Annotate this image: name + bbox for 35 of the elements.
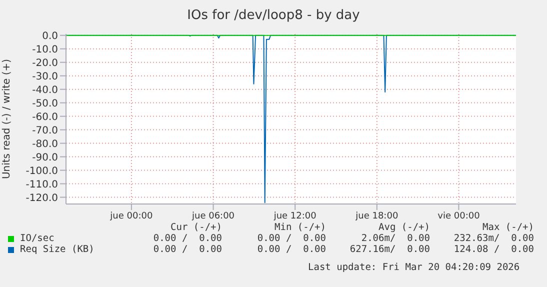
y-tick-label: -40.0 <box>32 84 58 96</box>
text: 0.00 / 0.00 <box>256 233 326 244</box>
y-tick-label: 0.0 <box>42 30 58 42</box>
y-tick-label: -110.0 <box>26 179 58 190</box>
x-tick-label: jue 18:00 <box>354 211 398 222</box>
text: 627.16m/ 0.00 <box>348 244 430 255</box>
legend-label: Req Size (KB) <box>19 244 96 255</box>
y-tick-label: -70.0 <box>32 125 58 136</box>
y-axis-title: Units read (-) / write (+) <box>2 58 13 180</box>
text: Cur (-/+) <box>170 222 222 233</box>
y-tick-label: -50.0 <box>32 98 58 110</box>
chart-title: IOs for /dev/loop8 - by day <box>186 8 361 23</box>
y-tick-label: -10.0 <box>32 44 58 56</box>
y-tick-label: -20.0 <box>32 58 58 69</box>
text: 0.00 / 0.00 <box>256 244 326 255</box>
x-tick-label: vie 00:00 <box>438 211 480 222</box>
x-tick-label: jue 00:00 <box>109 211 153 222</box>
text: Last update: Fri Mar 20 04:20:09 2026 <box>308 262 520 273</box>
legend-label: IO/sec <box>19 233 56 244</box>
text: Min (-/+) <box>274 222 326 233</box>
text: 232.63m/ 0.00 <box>452 233 534 244</box>
y-tick-label: -80.0 <box>32 138 58 150</box>
y-tick-label: -30.0 <box>32 71 58 82</box>
text: Max (-/+) <box>482 222 534 233</box>
text: 2.06m/ 0.00 <box>360 233 430 244</box>
y-tick-label: -100.0 <box>26 166 58 177</box>
y-tick-label: -120.0 <box>26 192 58 204</box>
text: 124.08 / 0.00 <box>452 244 534 255</box>
x-tick-label: jue 06:00 <box>191 211 235 222</box>
y-tick-label: -90.0 <box>32 152 58 164</box>
text: Avg (-/+) <box>378 222 430 233</box>
x-tick-label: jue 12:00 <box>272 211 317 222</box>
y-tick-label: -60.0 <box>32 112 58 123</box>
text: 0.00 / 0.00 <box>152 233 222 244</box>
text: 0.00 / 0.00 <box>152 244 222 255</box>
